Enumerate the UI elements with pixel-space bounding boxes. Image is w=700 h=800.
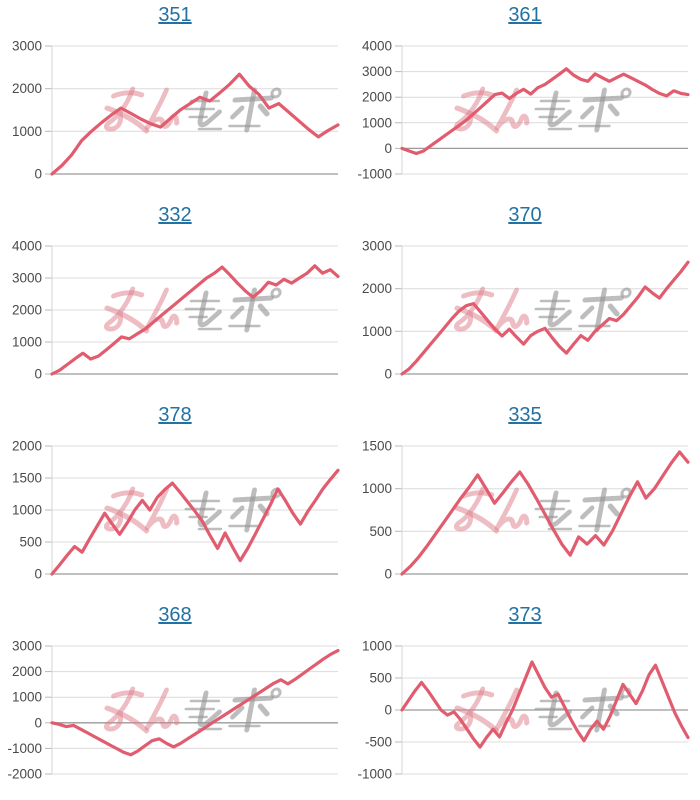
- chart-title-row: 332: [0, 204, 350, 227]
- series-line: [50, 468, 340, 576]
- series-line: [50, 264, 340, 376]
- svg-text:1000: 1000: [12, 335, 42, 350]
- chart-cell: 378 2000 1500 1000 500 0: [0, 400, 350, 600]
- svg-text:4000: 4000: [362, 39, 392, 54]
- svg-text:0: 0: [34, 567, 42, 582]
- chart-title-link[interactable]: 373: [508, 604, 542, 626]
- chart-title-row: 361: [350, 4, 700, 27]
- svg-text:4000: 4000: [12, 239, 42, 254]
- chart-plot: 4000 3000 2000 1000 0 -1000: [357, 39, 690, 182]
- svg-text:2000: 2000: [12, 439, 42, 454]
- svg-text:3000: 3000: [12, 639, 42, 654]
- chart-title-link[interactable]: 370: [508, 204, 542, 226]
- chart-title-link[interactable]: 368: [158, 604, 192, 626]
- svg-text:0: 0: [384, 703, 392, 718]
- svg-text:500: 500: [369, 671, 392, 686]
- chart-cell: 351 3000 2000 1000 0: [0, 0, 350, 200]
- gridlines: [45, 645, 338, 775]
- svg-text:-1000: -1000: [357, 167, 392, 182]
- svg-text:1000: 1000: [12, 503, 42, 518]
- chart-title-row: 368: [0, 604, 350, 627]
- chart-title-link[interactable]: 332: [158, 204, 192, 226]
- svg-text:-500: -500: [365, 735, 392, 750]
- chart-title-link[interactable]: 378: [158, 404, 192, 426]
- chart-title-row: 373: [350, 604, 700, 627]
- y-axis-labels: 4000 3000 2000 1000 0 -1000: [357, 39, 392, 182]
- y-axis-labels: 2000 1500 1000 500 0: [12, 439, 42, 582]
- chart-cell: 373 1000 500 0 -500 -1000: [350, 600, 700, 800]
- svg-text:2000: 2000: [362, 281, 392, 296]
- chart-plot: 1500 1000 500 0: [362, 439, 690, 582]
- series-line: [400, 660, 690, 749]
- svg-text:3000: 3000: [362, 64, 392, 79]
- y-axis-labels: 3000 2000 1000 0: [362, 239, 392, 382]
- chart-plot: 3000 2000 1000 0: [12, 39, 340, 182]
- chart-title-link[interactable]: 351: [158, 4, 192, 26]
- chart-title-link[interactable]: 361: [508, 4, 542, 26]
- y-axis-labels: 4000 3000 2000 1000 0: [12, 239, 42, 382]
- series-line: [400, 67, 690, 156]
- svg-text:500: 500: [369, 524, 392, 539]
- chart-plot: 3000 2000 1000 0: [362, 239, 690, 382]
- chart-cell: 368 3000 2000 1000 0 -1000 -2000: [0, 600, 350, 800]
- chart-cell: 335 1500 1000 500 0: [350, 400, 700, 600]
- gridlines: [45, 45, 338, 175]
- gridlines: [395, 245, 688, 375]
- chart-title-row: 335: [350, 404, 700, 427]
- chart-plot: 1000 500 0 -500 -1000: [357, 639, 690, 782]
- svg-text:1000: 1000: [362, 481, 392, 496]
- chart-title-row: 370: [350, 204, 700, 227]
- chart-cell: 370 3000 2000 1000 0: [350, 200, 700, 400]
- svg-text:-1000: -1000: [357, 767, 392, 782]
- svg-text:3000: 3000: [12, 271, 42, 286]
- svg-text:0: 0: [34, 367, 42, 382]
- svg-text:2000: 2000: [12, 81, 42, 96]
- svg-text:1000: 1000: [362, 115, 392, 130]
- gridlines: [395, 45, 688, 175]
- svg-text:0: 0: [384, 567, 392, 582]
- svg-text:-1000: -1000: [7, 741, 42, 756]
- svg-text:1000: 1000: [12, 690, 42, 705]
- svg-text:-2000: -2000: [7, 767, 42, 782]
- y-axis-labels: 1500 1000 500 0: [362, 439, 392, 582]
- series-line: [400, 450, 690, 576]
- series-line: [50, 72, 340, 176]
- svg-text:0: 0: [34, 715, 42, 730]
- chart-plot: 2000 1500 1000 500 0: [12, 439, 340, 582]
- svg-text:2000: 2000: [12, 664, 42, 679]
- svg-text:1500: 1500: [362, 439, 392, 454]
- y-axis-labels: 3000 2000 1000 0: [12, 39, 42, 182]
- chart-title-row: 351: [0, 4, 350, 27]
- chart-title-link[interactable]: 335: [508, 404, 542, 426]
- svg-text:2000: 2000: [362, 90, 392, 105]
- svg-text:0: 0: [384, 367, 392, 382]
- svg-text:1500: 1500: [12, 471, 42, 486]
- svg-text:1000: 1000: [362, 324, 392, 339]
- chart-title-row: 378: [0, 404, 350, 427]
- svg-text:500: 500: [19, 535, 42, 550]
- series-line: [50, 648, 340, 757]
- svg-text:1000: 1000: [362, 639, 392, 654]
- svg-text:0: 0: [34, 167, 42, 182]
- chart-plot: 3000 2000 1000 0 -1000 -2000: [7, 639, 340, 782]
- svg-text:3000: 3000: [12, 39, 42, 54]
- svg-text:1000: 1000: [12, 124, 42, 139]
- y-axis-labels: 3000 2000 1000 0 -1000 -2000: [7, 639, 42, 782]
- y-axis-labels: 1000 500 0 -500 -1000: [357, 639, 392, 782]
- watermark-minrepo-logo: [454, 86, 632, 134]
- svg-text:0: 0: [384, 141, 392, 156]
- chart-plot: 4000 3000 2000 1000 0: [12, 239, 340, 382]
- chart-cell: 332 4000 3000 2000 1000 0: [0, 200, 350, 400]
- series-line: [400, 260, 690, 376]
- watermark-minrepo-logo: [454, 686, 632, 734]
- chart-cell: 361 4000 3000 2000 1000 0 -1000: [350, 0, 700, 200]
- svg-text:3000: 3000: [362, 239, 392, 254]
- watermark-minrepo-logo: [104, 86, 282, 134]
- svg-text:2000: 2000: [12, 303, 42, 318]
